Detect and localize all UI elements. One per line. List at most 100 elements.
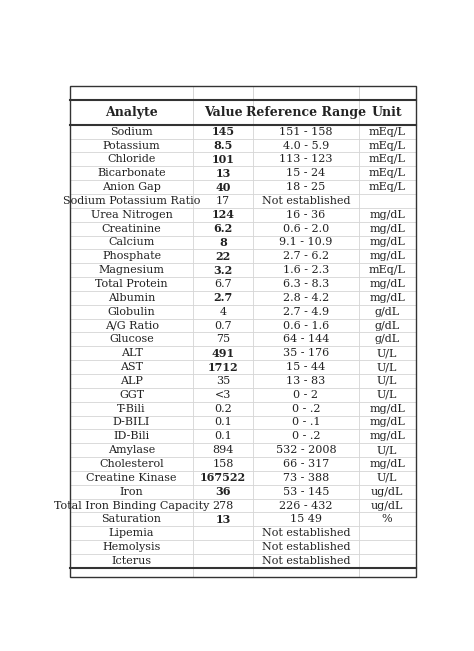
Bar xyxy=(70,512,193,526)
Bar xyxy=(193,152,253,166)
Bar xyxy=(359,277,416,291)
Text: 0.1: 0.1 xyxy=(214,417,232,428)
Bar xyxy=(253,291,359,305)
Text: Magnesium: Magnesium xyxy=(99,265,164,275)
Text: Calcium: Calcium xyxy=(109,238,155,247)
Text: 4: 4 xyxy=(219,307,227,316)
Bar xyxy=(70,415,193,430)
Text: 15 - 24: 15 - 24 xyxy=(286,168,326,178)
Text: Amylase: Amylase xyxy=(108,445,155,455)
Bar xyxy=(253,152,359,166)
Bar xyxy=(70,222,193,236)
Text: 145: 145 xyxy=(211,126,235,137)
Bar xyxy=(193,333,253,346)
Bar xyxy=(193,512,253,526)
Bar xyxy=(70,471,193,485)
Text: ALT: ALT xyxy=(120,348,143,358)
Bar xyxy=(359,512,416,526)
Bar xyxy=(253,236,359,249)
Bar xyxy=(253,277,359,291)
Bar xyxy=(193,526,253,540)
Bar xyxy=(253,208,359,222)
Text: U/L: U/L xyxy=(377,390,397,400)
Text: mg/dL: mg/dL xyxy=(369,459,405,469)
Text: U/L: U/L xyxy=(377,473,397,483)
Bar xyxy=(193,485,253,499)
Text: T-Bili: T-Bili xyxy=(117,404,146,413)
Text: Unit: Unit xyxy=(372,105,402,118)
Text: A/G Ratio: A/G Ratio xyxy=(105,320,159,331)
Bar xyxy=(253,180,359,194)
Bar xyxy=(70,374,193,388)
Bar xyxy=(253,430,359,443)
Text: Potassium: Potassium xyxy=(103,141,160,150)
Bar xyxy=(70,86,193,100)
Bar xyxy=(193,291,253,305)
Bar xyxy=(253,125,359,139)
Bar xyxy=(359,166,416,180)
Text: U/L: U/L xyxy=(377,445,397,455)
Bar xyxy=(359,540,416,554)
Text: 113 - 123: 113 - 123 xyxy=(279,154,333,164)
Text: Creatinine: Creatinine xyxy=(102,223,162,234)
Text: mg/dL: mg/dL xyxy=(369,417,405,428)
Text: 151 - 158: 151 - 158 xyxy=(279,127,333,137)
Text: ID-Bili: ID-Bili xyxy=(113,432,150,441)
Text: 0.2: 0.2 xyxy=(214,404,232,413)
Bar xyxy=(253,415,359,430)
Text: 1.6 - 2.3: 1.6 - 2.3 xyxy=(283,265,329,275)
Text: ALP: ALP xyxy=(120,376,143,386)
Bar xyxy=(359,100,416,125)
Text: 158: 158 xyxy=(212,459,234,469)
Bar xyxy=(359,526,416,540)
Bar xyxy=(359,86,416,100)
Text: Not established: Not established xyxy=(262,556,350,566)
Bar xyxy=(359,236,416,249)
Bar xyxy=(70,388,193,402)
Text: 2.7 - 6.2: 2.7 - 6.2 xyxy=(283,251,329,261)
Bar xyxy=(70,277,193,291)
Bar xyxy=(253,388,359,402)
Bar xyxy=(193,443,253,457)
Text: 0.6 - 2.0: 0.6 - 2.0 xyxy=(283,223,329,234)
Text: Creatine Kinase: Creatine Kinase xyxy=(86,473,177,483)
Text: 6.7: 6.7 xyxy=(214,279,232,289)
Bar xyxy=(359,402,416,415)
Bar xyxy=(253,374,359,388)
Text: 22: 22 xyxy=(216,251,231,262)
Bar xyxy=(253,499,359,512)
Text: 0 - .2: 0 - .2 xyxy=(292,404,320,413)
Text: AST: AST xyxy=(120,362,143,372)
Text: 64 - 144: 64 - 144 xyxy=(283,335,329,344)
Bar xyxy=(253,305,359,318)
Text: 13 - 83: 13 - 83 xyxy=(286,376,326,386)
Bar xyxy=(359,499,416,512)
Bar xyxy=(253,360,359,374)
Bar xyxy=(253,540,359,554)
Text: <3: <3 xyxy=(215,390,231,400)
Bar xyxy=(359,554,416,568)
Text: 894: 894 xyxy=(212,445,234,455)
Bar xyxy=(359,139,416,152)
Text: 40: 40 xyxy=(215,182,231,193)
Bar xyxy=(193,402,253,415)
Bar xyxy=(253,554,359,568)
Bar xyxy=(193,222,253,236)
Text: 8.5: 8.5 xyxy=(213,140,233,151)
Text: 167522: 167522 xyxy=(200,473,246,483)
Text: U/L: U/L xyxy=(377,362,397,372)
Text: g/dL: g/dL xyxy=(374,320,400,331)
Text: 0.6 - 1.6: 0.6 - 1.6 xyxy=(283,320,329,331)
Text: 226 - 432: 226 - 432 xyxy=(279,501,333,510)
Bar xyxy=(359,333,416,346)
Text: 13: 13 xyxy=(215,514,231,525)
Bar xyxy=(193,499,253,512)
Text: 8: 8 xyxy=(219,237,227,248)
Bar xyxy=(253,249,359,263)
Bar xyxy=(359,263,416,277)
Text: Reference Range: Reference Range xyxy=(246,105,366,118)
Bar xyxy=(193,346,253,360)
Bar xyxy=(70,333,193,346)
Text: 532 - 2008: 532 - 2008 xyxy=(276,445,336,455)
Bar xyxy=(253,100,359,125)
